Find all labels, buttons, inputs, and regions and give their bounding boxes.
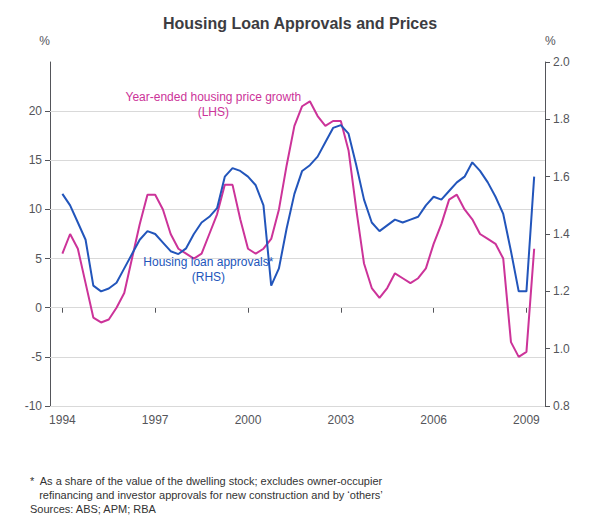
svg-text:15: 15 — [29, 153, 43, 167]
svg-text:refinancing and investor appro: refinancing and investor approvals for n… — [30, 489, 383, 501]
svg-text:%: % — [545, 34, 556, 48]
svg-text:-10: -10 — [25, 399, 43, 413]
svg-text:2.0: 2.0 — [553, 55, 570, 69]
svg-text:(LHS): (LHS) — [198, 105, 229, 119]
svg-text:10: 10 — [29, 202, 43, 216]
svg-text:1997: 1997 — [142, 413, 169, 427]
svg-text:Housing loan approvals*: Housing loan approvals* — [143, 255, 273, 269]
svg-text:1.4: 1.4 — [553, 227, 570, 241]
svg-text:2009: 2009 — [513, 413, 540, 427]
svg-text:Sources: ABS; APM; RBA: Sources: ABS; APM; RBA — [30, 503, 157, 515]
svg-text:1.6: 1.6 — [553, 170, 570, 184]
svg-text:20: 20 — [29, 104, 43, 118]
svg-text:0: 0 — [35, 301, 42, 315]
svg-text:2006: 2006 — [420, 413, 447, 427]
svg-text:1994: 1994 — [49, 413, 76, 427]
svg-text:2003: 2003 — [327, 413, 354, 427]
svg-text:0.8: 0.8 — [553, 399, 570, 413]
svg-text:Year-ended housing price growt: Year-ended housing price growth — [126, 90, 302, 104]
svg-text:* As a share of the value of: * As a share of the value of the dwellin… — [30, 475, 383, 487]
svg-text:1.2: 1.2 — [553, 284, 570, 298]
svg-text:2000: 2000 — [235, 413, 262, 427]
svg-text:1.8: 1.8 — [553, 112, 570, 126]
svg-text:%: % — [39, 34, 50, 48]
svg-text:Housing Loan Approvals and Pri: Housing Loan Approvals and Prices — [163, 15, 437, 32]
svg-text:(RHS): (RHS) — [192, 270, 225, 284]
svg-text:-5: -5 — [31, 350, 42, 364]
svg-text:1.0: 1.0 — [553, 342, 570, 356]
svg-text:5: 5 — [35, 252, 42, 266]
